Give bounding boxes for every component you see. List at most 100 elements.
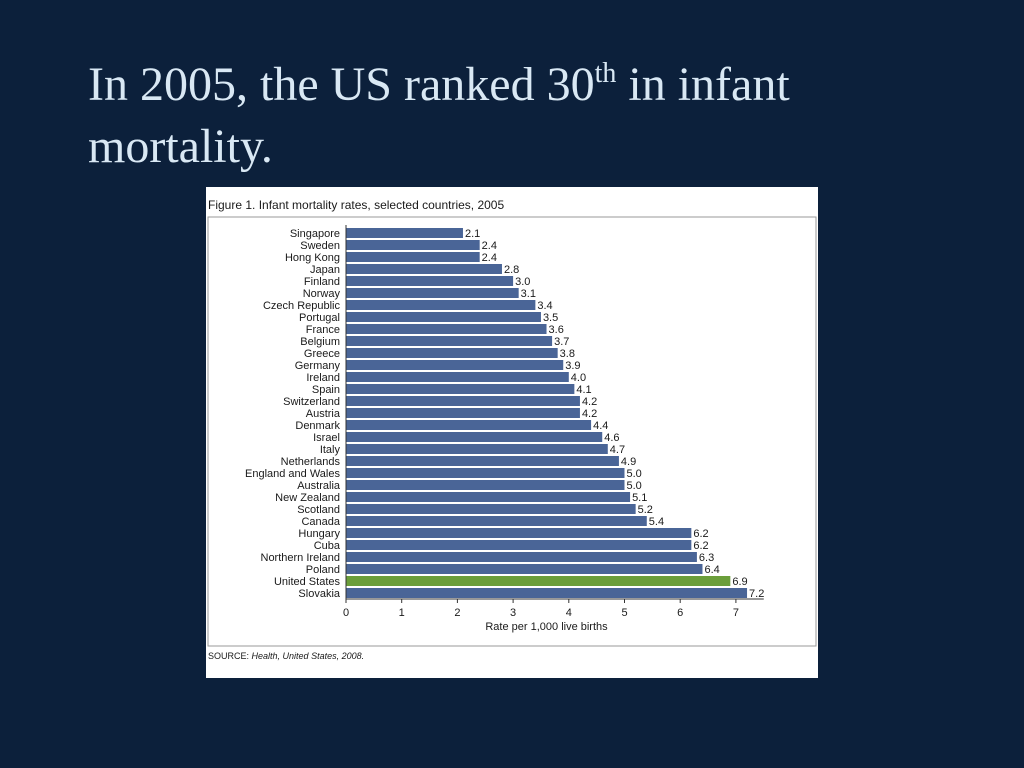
category-label-spain: Spain <box>312 384 340 396</box>
category-label-england-and-wales: England and Wales <box>245 468 340 480</box>
bar-hong-kong <box>346 252 480 262</box>
figure-source-text: Health, United States, 2008. <box>251 651 365 661</box>
value-label-slovakia: 7.2 <box>749 588 764 600</box>
value-label-israel: 4.6 <box>604 432 619 444</box>
bar-germany <box>346 360 564 370</box>
value-label-france: 3.6 <box>549 324 564 336</box>
slide-title-line1-pre: In 2005, the US ranked 30 <box>88 58 595 111</box>
bar-portugal <box>346 312 541 322</box>
category-label-denmark: Denmark <box>295 420 340 432</box>
bar-norway <box>346 288 519 298</box>
value-label-japan: 2.8 <box>504 264 519 276</box>
category-label-norway: Norway <box>303 288 341 300</box>
value-label-denmark: 4.4 <box>593 420 608 432</box>
bar-ireland <box>346 372 569 382</box>
category-label-italy: Italy <box>320 444 341 456</box>
bar-belgium <box>346 336 553 346</box>
value-label-northern-ireland: 6.3 <box>699 552 714 564</box>
value-label-ireland: 4.0 <box>571 372 586 384</box>
bar-chart: Singapore 2.1 Sweden 2.4 Hong Kong 2.4 Japan 2.… <box>207 216 817 647</box>
category-label-switzerland: Switzerland <box>283 396 340 408</box>
figure-source: SOURCE: Health, United States, 2008. <box>208 651 364 661</box>
slide-title: In 2005, the US ranked 30th in infant mor… <box>88 54 988 178</box>
bar-israel <box>346 432 603 442</box>
bar-switzerland <box>346 396 580 406</box>
value-label-england-and-wales: 5.0 <box>627 468 642 480</box>
bar-australia <box>346 480 625 490</box>
bar-slovakia <box>346 588 748 598</box>
value-label-united-states: 6.9 <box>732 576 747 588</box>
figure-panel: Figure 1. Infant mortality rates, select… <box>206 187 818 678</box>
value-label-belgium: 3.7 <box>554 336 569 348</box>
category-label-sweden: Sweden <box>300 240 340 252</box>
category-label-germany: Germany <box>295 360 341 372</box>
figure-source-label: SOURCE: <box>208 651 250 661</box>
category-label-hong-kong: Hong Kong <box>285 252 340 264</box>
value-label-australia: 5.0 <box>627 480 642 492</box>
category-label-japan: Japan <box>310 264 340 276</box>
category-label-poland: Poland <box>306 564 340 576</box>
category-label-france: France <box>306 324 340 336</box>
value-label-switzerland: 4.2 <box>582 396 597 408</box>
x-tick-label-0: 0 <box>343 607 349 619</box>
bar-england-and-wales <box>346 468 625 478</box>
bar-poland <box>346 564 703 574</box>
value-label-singapore: 2.1 <box>465 228 480 240</box>
value-label-czech-republic: 3.4 <box>537 300 552 312</box>
category-label-scotland: Scotland <box>297 504 340 516</box>
x-tick-label-2: 2 <box>454 607 460 619</box>
value-label-finland: 3.0 <box>515 276 530 288</box>
value-label-italy: 4.7 <box>610 444 625 456</box>
value-label-cuba: 6.2 <box>693 540 708 552</box>
category-label-new-zealand: New Zealand <box>275 492 340 504</box>
bar-denmark <box>346 420 592 430</box>
category-label-austria: Austria <box>306 408 341 420</box>
x-tick-label-6: 6 <box>677 607 683 619</box>
value-label-spain: 4.1 <box>576 384 591 396</box>
value-label-hong-kong: 2.4 <box>482 252 497 264</box>
x-axis-title: Rate per 1,000 live births <box>485 621 608 633</box>
bar-cuba <box>346 540 692 550</box>
category-label-czech-republic: Czech Republic <box>263 300 341 312</box>
bar-sweden <box>346 240 480 250</box>
category-label-netherlands: Netherlands <box>281 456 341 468</box>
slide-title-line1-post: in infant <box>616 58 790 111</box>
category-label-slovakia: Slovakia <box>298 588 340 600</box>
x-tick-label-3: 3 <box>510 607 516 619</box>
category-label-canada: Canada <box>301 516 340 528</box>
category-label-australia: Australia <box>297 480 341 492</box>
bar-austria <box>346 408 580 418</box>
bar-singapore <box>346 228 463 238</box>
category-label-united-states: United States <box>274 576 341 588</box>
category-label-israel: Israel <box>313 432 340 444</box>
x-tick-label-5: 5 <box>621 607 627 619</box>
category-label-hungary: Hungary <box>298 528 340 540</box>
category-label-portugal: Portugal <box>299 312 340 324</box>
bar-czech-republic <box>346 300 536 310</box>
bar-greece <box>346 348 558 358</box>
slide-title-superscript: th <box>594 58 617 89</box>
bar-united-states <box>346 576 731 586</box>
bar-northern-ireland <box>346 552 697 562</box>
figure-title: Figure 1. Infant mortality rates, select… <box>208 198 505 212</box>
value-label-hungary: 6.2 <box>693 528 708 540</box>
value-label-canada: 5.4 <box>649 516 664 528</box>
bar-japan <box>346 264 502 274</box>
category-label-ireland: Ireland <box>306 372 340 384</box>
value-label-norway: 3.1 <box>521 288 536 300</box>
bar-hungary <box>346 528 692 538</box>
slide-title-line2: mortality. <box>88 120 273 173</box>
x-tick-label-4: 4 <box>566 607 572 619</box>
value-label-netherlands: 4.9 <box>621 456 636 468</box>
value-label-sweden: 2.4 <box>482 240 497 252</box>
x-tick-label-1: 1 <box>399 607 405 619</box>
bar-france <box>346 324 547 334</box>
value-label-greece: 3.8 <box>560 348 575 360</box>
value-label-germany: 3.9 <box>565 360 580 372</box>
category-label-cuba: Cuba <box>314 540 341 552</box>
bar-italy <box>346 444 608 454</box>
x-tick-label-7: 7 <box>733 607 739 619</box>
category-label-belgium: Belgium <box>300 336 340 348</box>
value-label-portugal: 3.5 <box>543 312 558 324</box>
bar-scotland <box>346 504 636 514</box>
